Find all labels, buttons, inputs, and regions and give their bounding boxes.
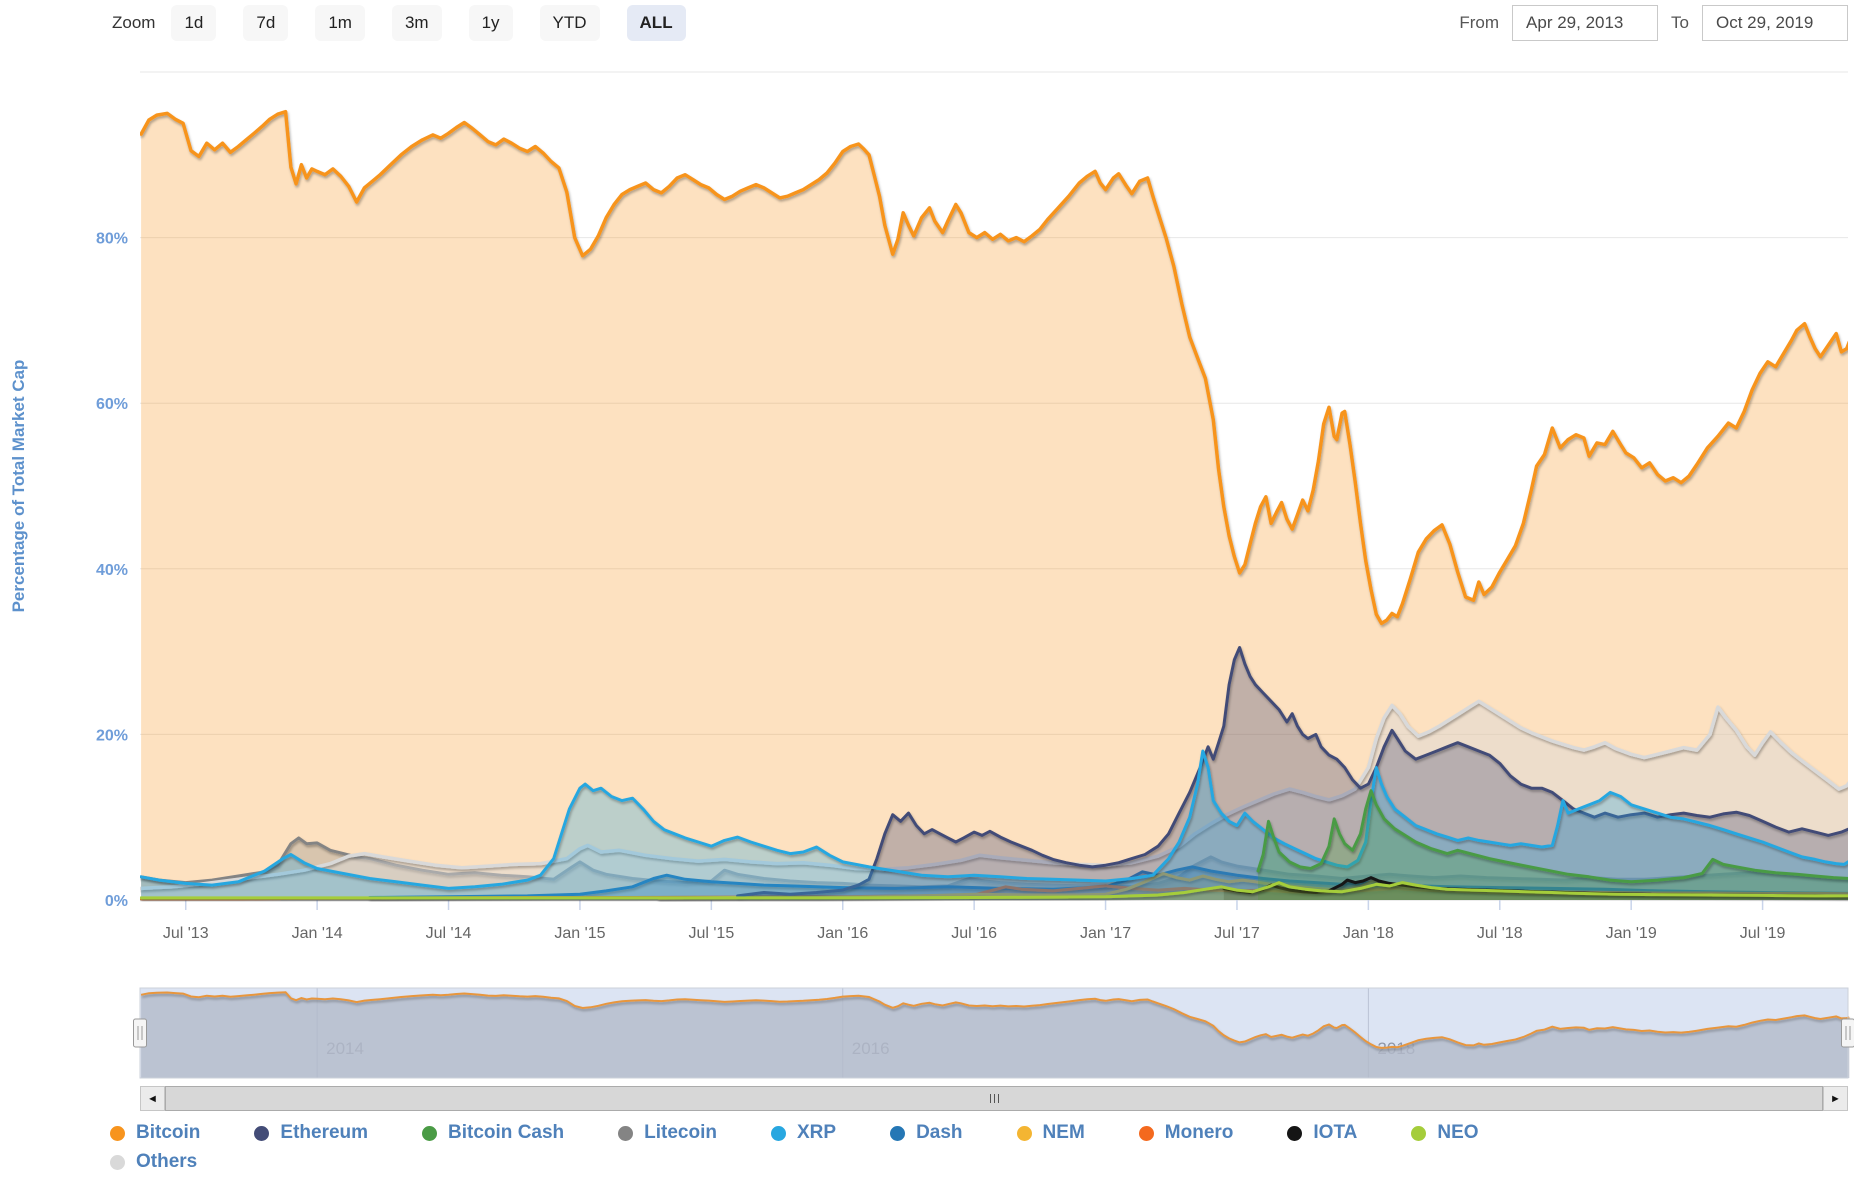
x-axis-tick-label: Jan '14	[292, 925, 343, 942]
chart-toolbar: Zoom 1d 7d 1m 3m 1y YTD ALL From To	[0, 2, 1854, 44]
series-area-ethereum	[737, 647, 1848, 900]
x-axis-tick-label: Jan '18	[1343, 925, 1394, 942]
legend-item-litecoin[interactable]: Litecoin	[618, 1122, 717, 1144]
scrollbar-right-arrow-icon[interactable]: ►	[1823, 1086, 1848, 1111]
x-axis-tick-label: Jul '18	[1477, 925, 1523, 942]
to-date-input[interactable]	[1702, 5, 1848, 41]
from-date-input[interactable]	[1512, 5, 1659, 41]
scrollbar-left-arrow-icon[interactable]: ◄	[140, 1086, 165, 1111]
series-line-bitcoin-cash	[1256, 789, 1848, 884]
series-line-neo	[140, 881, 1848, 900]
x-axis-tick-label: Jul '15	[688, 925, 734, 942]
legend-item-neo[interactable]: NEO	[1411, 1122, 1479, 1144]
legend-item-nem[interactable]: NEM	[1016, 1122, 1085, 1144]
y-axis-title: Percentage of Total Market Cap	[9, 360, 28, 613]
navigator-left-handle[interactable]	[133, 1018, 147, 1048]
legend-label: Ethereum	[280, 1122, 369, 1143]
series-line-others	[140, 699, 1848, 891]
series-line-nem	[657, 872, 1848, 900]
series-area-xrp	[141, 751, 1848, 900]
legend-item-bitcoin-cash[interactable]: Bitcoin Cash	[422, 1122, 564, 1144]
legend-label: Dash	[916, 1122, 963, 1143]
x-axis-tick-label: Jul '17	[1214, 925, 1260, 942]
legend-item-iota[interactable]: IOTA	[1287, 1122, 1357, 1144]
chart-scrollbar: ◄ ►	[140, 1086, 1848, 1111]
series-line-bitcoin	[140, 109, 1848, 626]
neo-swatch-icon	[1411, 1125, 1427, 1141]
scrollbar-thumb[interactable]	[165, 1086, 1823, 1111]
y-axis-tick-label: 0%	[105, 893, 128, 910]
legend-label: Bitcoin Cash	[448, 1122, 565, 1143]
legend-item-xrp[interactable]: XRP	[771, 1122, 836, 1144]
range-navigator[interactable]: 201420162018	[0, 984, 1854, 1084]
y-axis-tick-label: 80%	[96, 231, 128, 248]
series-area-nem	[658, 873, 1848, 900]
range-button-1y[interactable]: 1y	[468, 5, 513, 41]
litecoin-swatch-icon	[618, 1125, 634, 1141]
bitcoin-cash-swatch-icon	[422, 1125, 438, 1141]
legend-label: Others	[136, 1151, 198, 1172]
legend-label: Monero	[1164, 1122, 1234, 1143]
range-button-1d[interactable]: 1d	[171, 5, 217, 41]
series-area-bitcoin	[141, 111, 1848, 900]
legend-label: NEO	[1437, 1122, 1479, 1143]
others-swatch-icon	[110, 1154, 125, 1170]
series-line-ethereum	[736, 646, 1848, 898]
scrollbar-track[interactable]	[165, 1086, 1823, 1111]
x-axis-tick-label: Jul '16	[951, 925, 997, 942]
legend-item-monero[interactable]: Monero	[1138, 1122, 1234, 1144]
series-line-dash	[368, 865, 1848, 899]
x-axis-tick-label: Jan '19	[1606, 925, 1657, 942]
legend-row-1: Bitcoin Ethereum Bitcoin Cash Litecoin X…	[110, 1122, 1670, 1144]
range-button-1m[interactable]: 1m	[315, 5, 365, 41]
x-axis-tick-label: Jul '14	[426, 925, 472, 942]
x-axis-tick-label: Jan '15	[554, 925, 605, 942]
series-area-bitcoin-cash	[1258, 790, 1848, 900]
dominance-area-chart[interactable]: 0% 20% 40% 60% 80% Jul '13 Jan '14 Jul '14 Jan '…	[0, 0, 1854, 950]
navigator-series-area	[141, 992, 1850, 1078]
x-axis-tick-label: Jul '19	[1740, 925, 1786, 942]
legend-item-bitcoin[interactable]: Bitcoin	[110, 1122, 200, 1144]
legend-label: IOTA	[1313, 1122, 1358, 1143]
ethereum-swatch-icon	[254, 1125, 270, 1141]
series-area-monero	[141, 885, 1848, 900]
bitcoin-swatch-icon	[110, 1125, 125, 1141]
x-axis-tick-label: Jan '16	[817, 925, 868, 942]
series-line-xrp	[140, 749, 1848, 890]
legend-label: Bitcoin	[136, 1122, 201, 1143]
y-axis-tick-label: 20%	[96, 727, 128, 744]
legend-label: NEM	[1042, 1122, 1085, 1143]
y-axis-tick-label: 40%	[96, 562, 128, 579]
nem-swatch-icon	[1016, 1125, 1032, 1141]
x-axis-tick-label: Jul '13	[163, 925, 209, 942]
legend-label: XRP	[797, 1122, 837, 1143]
range-button-3m[interactable]: 3m	[391, 5, 442, 41]
chart-legend: Bitcoin Ethereum Bitcoin Cash Litecoin X…	[110, 1122, 1670, 1180]
legend-item-ethereum[interactable]: Ethereum	[254, 1122, 368, 1144]
range-button-ytd[interactable]: YTD	[539, 5, 600, 41]
monero-swatch-icon	[1138, 1125, 1154, 1141]
legend-item-dash[interactable]: Dash	[890, 1122, 963, 1144]
iota-swatch-icon	[1287, 1125, 1303, 1141]
to-label: To	[1671, 13, 1689, 32]
navigator-right-handle[interactable]	[1841, 1018, 1854, 1048]
series-area-iota	[1223, 877, 1848, 900]
legend-label: Litecoin	[644, 1122, 717, 1143]
date-range-controls: From To	[1446, 5, 1848, 41]
series-area-others	[141, 701, 1848, 900]
from-label: From	[1459, 13, 1500, 32]
range-button-7d[interactable]: 7d	[243, 5, 289, 41]
dash-swatch-icon	[890, 1125, 906, 1141]
xrp-swatch-icon	[771, 1125, 786, 1141]
legend-row-2: Others	[110, 1151, 1670, 1173]
y-axis-tick-label: 60%	[96, 396, 128, 413]
x-axis-tick-label: Jan '17	[1080, 925, 1131, 942]
legend-item-others[interactable]: Others	[110, 1151, 197, 1173]
navigator-series-line	[140, 991, 1850, 1049]
range-button-all[interactable]: ALL	[626, 5, 686, 41]
zoom-label: Zoom	[112, 13, 156, 32]
